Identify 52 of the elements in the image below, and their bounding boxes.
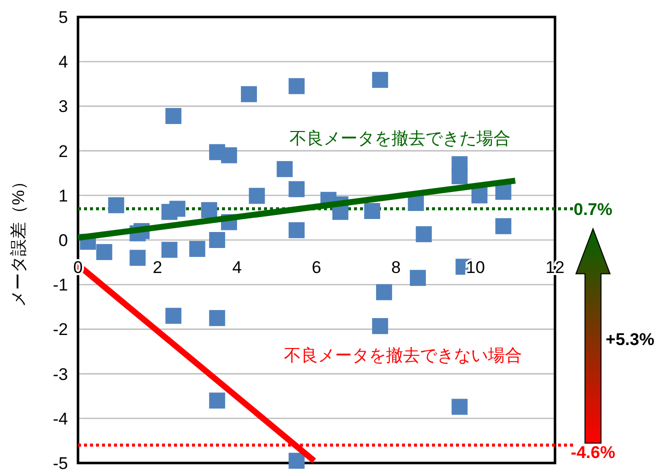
y-tick-label: -3 (52, 364, 68, 384)
x-tick-label: 2 (152, 258, 162, 277)
point (376, 284, 392, 300)
point (165, 108, 182, 124)
point (364, 203, 380, 220)
point (221, 147, 238, 164)
x-tick-label: 4 (232, 258, 242, 277)
point (161, 242, 178, 258)
point (288, 222, 305, 238)
ref-line-label: 0.7% (574, 200, 612, 219)
point (288, 452, 305, 469)
y-tick-label: 2 (58, 142, 68, 161)
y-tick-label: -2 (52, 320, 68, 340)
point (248, 188, 265, 204)
text: +5.3% (606, 330, 654, 349)
point (288, 78, 305, 94)
y-tick-label: 1 (58, 186, 68, 206)
point (471, 187, 488, 204)
y-tick-label: 3 (58, 97, 68, 116)
point (495, 218, 512, 234)
y-tick-label: -1 (52, 276, 68, 295)
point (452, 168, 468, 184)
point (108, 197, 124, 214)
annotation: 不良メータを撤去できない場合 (284, 346, 522, 365)
point (209, 310, 226, 326)
point (495, 184, 512, 200)
point (165, 308, 182, 324)
annotation: 不良メータを撤去できた場合 (290, 129, 510, 148)
point (130, 250, 146, 266)
point (288, 181, 305, 198)
point (416, 226, 432, 242)
x-tick-label: 6 (312, 258, 322, 277)
point (209, 232, 226, 248)
y-axis-title: メータ誤差（%） (9, 172, 28, 308)
point (276, 161, 293, 178)
y-tick-label: 0 (58, 231, 68, 250)
point (189, 240, 206, 257)
point (372, 318, 388, 334)
y-tick-label: -4 (52, 409, 68, 428)
point (209, 392, 226, 409)
point (240, 86, 257, 102)
y-tick-label: -5 (52, 454, 68, 473)
point (410, 270, 426, 286)
y-tick-label: 5 (58, 8, 68, 27)
ref-line-label: -4.6% (570, 443, 616, 462)
point (169, 200, 186, 217)
point (96, 244, 112, 260)
point (372, 72, 388, 88)
y-tick-label: 4 (58, 52, 68, 72)
point (452, 398, 468, 415)
x-tick-label: 8 (391, 258, 401, 277)
point (201, 202, 218, 218)
